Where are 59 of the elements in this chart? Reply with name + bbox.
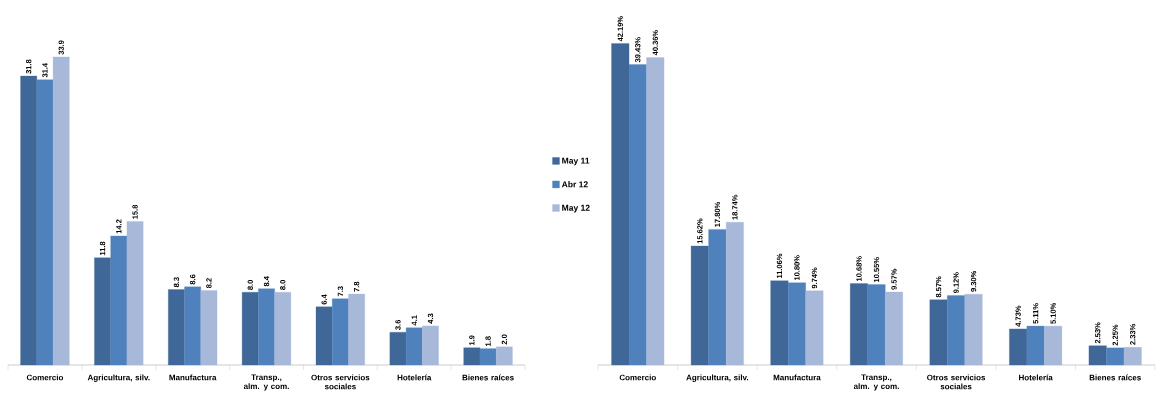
bar: [200, 290, 218, 366]
bar: [463, 347, 481, 366]
legend-label: Abr 12: [561, 181, 588, 188]
x-tick-label: Transp., alm. y com.: [243, 374, 289, 391]
bar: [348, 293, 365, 366]
bar: [405, 327, 423, 366]
bar: [479, 348, 497, 366]
bar: [94, 257, 111, 366]
bar: [867, 284, 886, 366]
bar: [1009, 328, 1028, 366]
bar: [929, 299, 948, 366]
bar: [850, 283, 868, 366]
bar: [126, 221, 144, 366]
bar: [315, 306, 333, 366]
bar: [389, 332, 407, 366]
bar: [690, 245, 709, 366]
bar: [110, 235, 128, 366]
bar: [947, 295, 965, 366]
bar: [885, 291, 903, 366]
bar: [611, 43, 630, 366]
bar: [708, 229, 727, 366]
bar: [274, 292, 292, 366]
bar: [36, 79, 54, 366]
bar: [964, 293, 983, 366]
x-tick-label: Hotelería: [1019, 374, 1053, 381]
bar: [1026, 325, 1045, 366]
x-tick-label: Agricultura, silv.: [87, 374, 150, 382]
legend-label: May 11: [562, 157, 590, 166]
x-tick-label: Bienes raíces: [462, 374, 514, 381]
bar: [1123, 347, 1142, 366]
bar: [788, 282, 806, 366]
bar: [241, 292, 259, 366]
bar: [184, 286, 201, 366]
x-tick-label: Hotelería: [397, 374, 432, 381]
legend-label: May 12: [562, 204, 590, 213]
bar: [628, 64, 647, 366]
x-tick-label: Otros servicios sociales: [311, 374, 370, 390]
bar: [1044, 325, 1063, 366]
bar: [1088, 345, 1107, 366]
bar: [1106, 347, 1125, 366]
bar: [496, 346, 513, 366]
bar: [646, 57, 665, 366]
bar: [168, 289, 185, 366]
x-tick-label: Otros servicios sociales: [927, 374, 986, 390]
x-tick-label: Transp., alm. y com.: [853, 374, 899, 391]
bar: [805, 290, 824, 366]
x-tick-label: Comercio: [619, 374, 656, 381]
x-tick-label: Manufactura: [169, 374, 217, 381]
bar: [725, 222, 744, 366]
x-tick-label: Bienes raíces: [1089, 374, 1141, 381]
bar: [20, 75, 37, 366]
x-tick-label: Comercio: [26, 374, 64, 381]
bar: [258, 288, 275, 366]
bar: [52, 56, 70, 366]
x-tick-label: Manufactura: [773, 374, 821, 381]
x-tick-label: Agricultura, silv.: [686, 374, 749, 382]
bar: [770, 280, 789, 366]
bar: [422, 325, 439, 366]
bar: [332, 298, 349, 366]
